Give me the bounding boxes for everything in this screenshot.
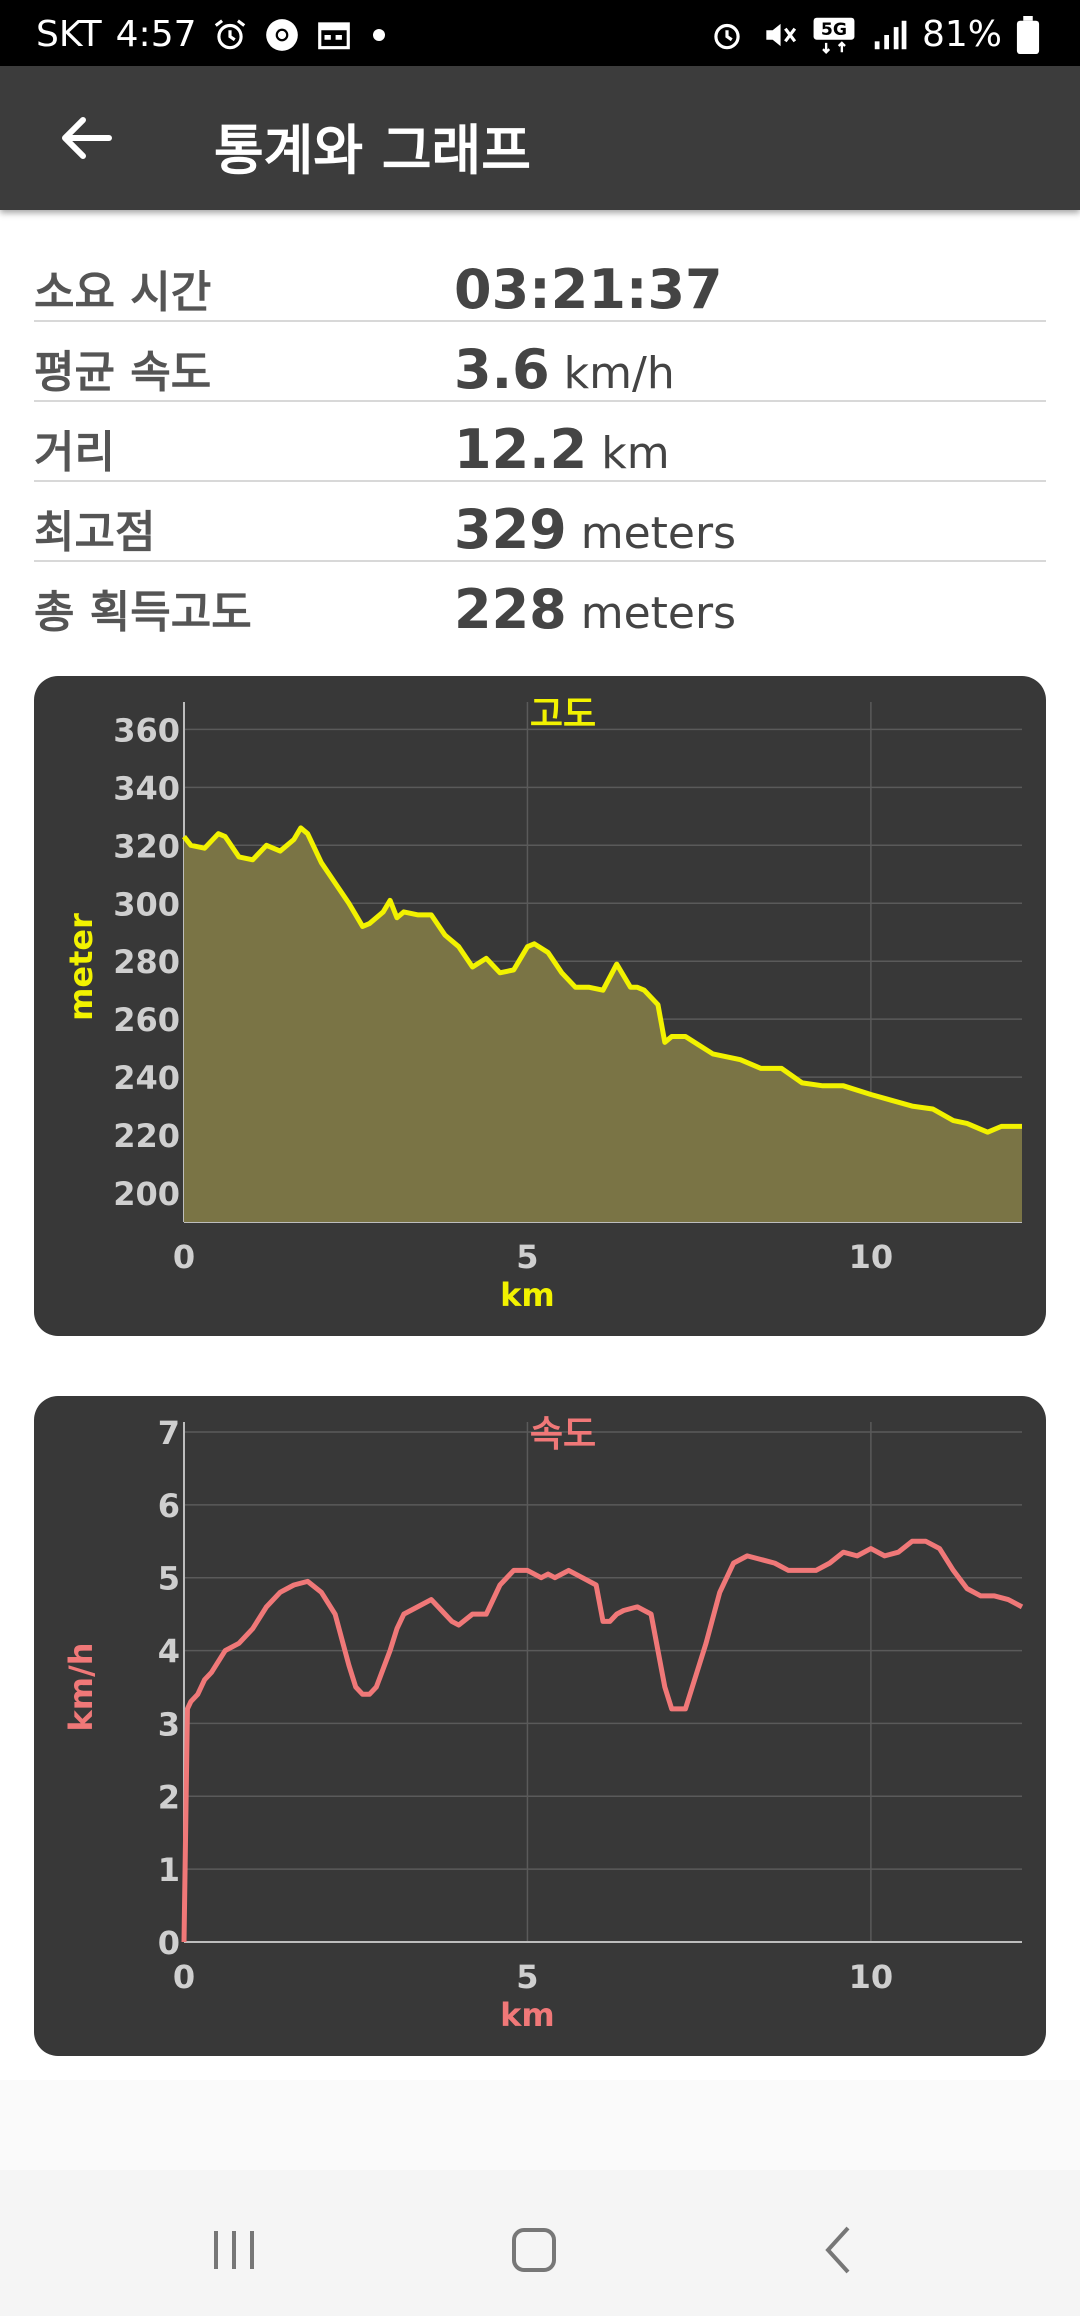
stat-value: 329 meters [454, 498, 736, 561]
navigation-bar [0, 2170, 1080, 2316]
y-tick-label: 6 [158, 1487, 180, 1525]
area-fill [184, 827, 1022, 1222]
unit-text: km/h [563, 348, 675, 399]
x-tick-label: 5 [516, 1238, 538, 1276]
home-button[interactable] [494, 2220, 574, 2280]
recents-icon [214, 2231, 254, 2269]
speed-chart-card: 0 1 2 3 4 5 6 7 0 5 10 속도 km km/h [34, 1396, 1046, 2056]
stat-label: 총 획득고도 [34, 587, 252, 638]
app-bar: 통계와 그래프 [0, 66, 1080, 210]
x-axis-label: km [500, 1276, 555, 1314]
battery-icon [1016, 15, 1040, 54]
y-tick-label: 2 [158, 1778, 180, 1816]
y-tick-label: 200 [113, 1175, 180, 1213]
calendar-icon [315, 16, 353, 54]
value-text: 03:21:37 [454, 258, 723, 321]
stat-value: 228 meters [454, 578, 736, 641]
y-tick-label: 1 [158, 1851, 180, 1889]
svg-text:5G: 5G [821, 20, 847, 40]
notification-dot-icon [372, 28, 385, 41]
y-axis-label: km/h [62, 1642, 100, 1731]
y-tick-label: 220 [113, 1117, 180, 1155]
x-tick-label: 0 [173, 1238, 195, 1276]
back-icon [825, 2226, 850, 2274]
clock-time: 4:57 [115, 14, 197, 55]
status-bar: SKT 4:57 5G 81% [0, 0, 1080, 66]
alarm-icon [708, 16, 746, 54]
y-tick-label: 320 [113, 827, 180, 865]
y-tick-label: 360 [113, 711, 180, 749]
stat-row-avg-speed: 평균 속도 3.6 km/h [34, 322, 1046, 402]
x-tick-label: 10 [849, 1958, 894, 1996]
stat-label: 거리 [34, 427, 115, 478]
unit-text: meters [580, 508, 737, 559]
y-tick-label: 5 [158, 1560, 180, 1598]
series-line [182, 825, 1022, 1135]
stat-row-max-elevation: 최고점 329 meters [34, 482, 1046, 562]
stat-label: 최고점 [34, 507, 156, 558]
y-tick-label: 240 [113, 1059, 180, 1097]
altitude-chart-card: 200 220 240 260 280 300 320 340 360 0 5 10 고도 km meter [34, 676, 1046, 1336]
battery-percent: 81% [921, 14, 1002, 55]
x-tick-label: 5 [516, 1958, 538, 1996]
stat-row-duration: 소요 시간 03:21:37 [34, 242, 1046, 322]
y-tick-label: 260 [113, 1001, 180, 1039]
bottom-spacer [0, 2080, 1080, 2170]
recents-button[interactable] [194, 2220, 274, 2280]
mute-icon [760, 16, 798, 54]
x-tick-label: 0 [173, 1958, 195, 1996]
chart-title: 속도 [530, 1414, 596, 1455]
y-tick-label: 7 [158, 1414, 180, 1452]
unit-text: km [601, 428, 670, 479]
chrome-icon [263, 16, 301, 54]
back-button[interactable] [40, 102, 130, 174]
home-icon [512, 2228, 556, 2272]
series-line [181, 1538, 1024, 1943]
signal-icon [870, 16, 908, 54]
system-back-button[interactable] [800, 2220, 880, 2280]
chart-title: 고도 [530, 694, 596, 735]
y-axis-label: meter [62, 913, 100, 1021]
carrier-label: SKT [36, 14, 102, 55]
stat-label: 평균 속도 [34, 347, 212, 398]
unit-text: meters [580, 588, 737, 639]
stat-value: 03:21:37 [454, 258, 737, 321]
stat-value: 3.6 km/h [454, 338, 675, 401]
y-tick-label: 0 [158, 1924, 180, 1962]
alarm-icon [211, 16, 249, 54]
stats-list: 소요 시간 03:21:37 평균 속도 3.6 km/h 거리 12.2 km 최… [34, 242, 1046, 642]
value-text: 329 [454, 498, 567, 561]
value-text: 3.6 [454, 338, 550, 401]
stat-row-total-ascent: 총 획득고도 228 meters [34, 562, 1046, 642]
altitude-chart: 200 220 240 260 280 300 320 340 360 0 5 10 고도 km meter [62, 694, 1022, 1314]
x-tick-label: 10 [849, 1238, 894, 1276]
y-tick-label: 300 [113, 885, 180, 923]
y-tick-label: 4 [158, 1633, 180, 1671]
y-tick-label: 340 [113, 769, 180, 807]
y-tick-label: 3 [158, 1705, 180, 1743]
stat-label: 소요 시간 [34, 267, 212, 318]
network-5g-icon: 5G [812, 16, 856, 54]
stat-value: 12.2 km [454, 418, 670, 481]
stat-row-distance: 거리 12.2 km [34, 402, 1046, 482]
y-tick-label: 280 [113, 943, 180, 981]
page-title: 통계와 그래프 [214, 119, 531, 182]
value-text: 12.2 [454, 418, 588, 481]
x-axis-label: km [500, 1996, 555, 2034]
speed-chart: 0 1 2 3 4 5 6 7 0 5 10 속도 km km/h [62, 1414, 1024, 2034]
value-text: 228 [454, 578, 567, 641]
arrow-left-icon [62, 117, 112, 159]
